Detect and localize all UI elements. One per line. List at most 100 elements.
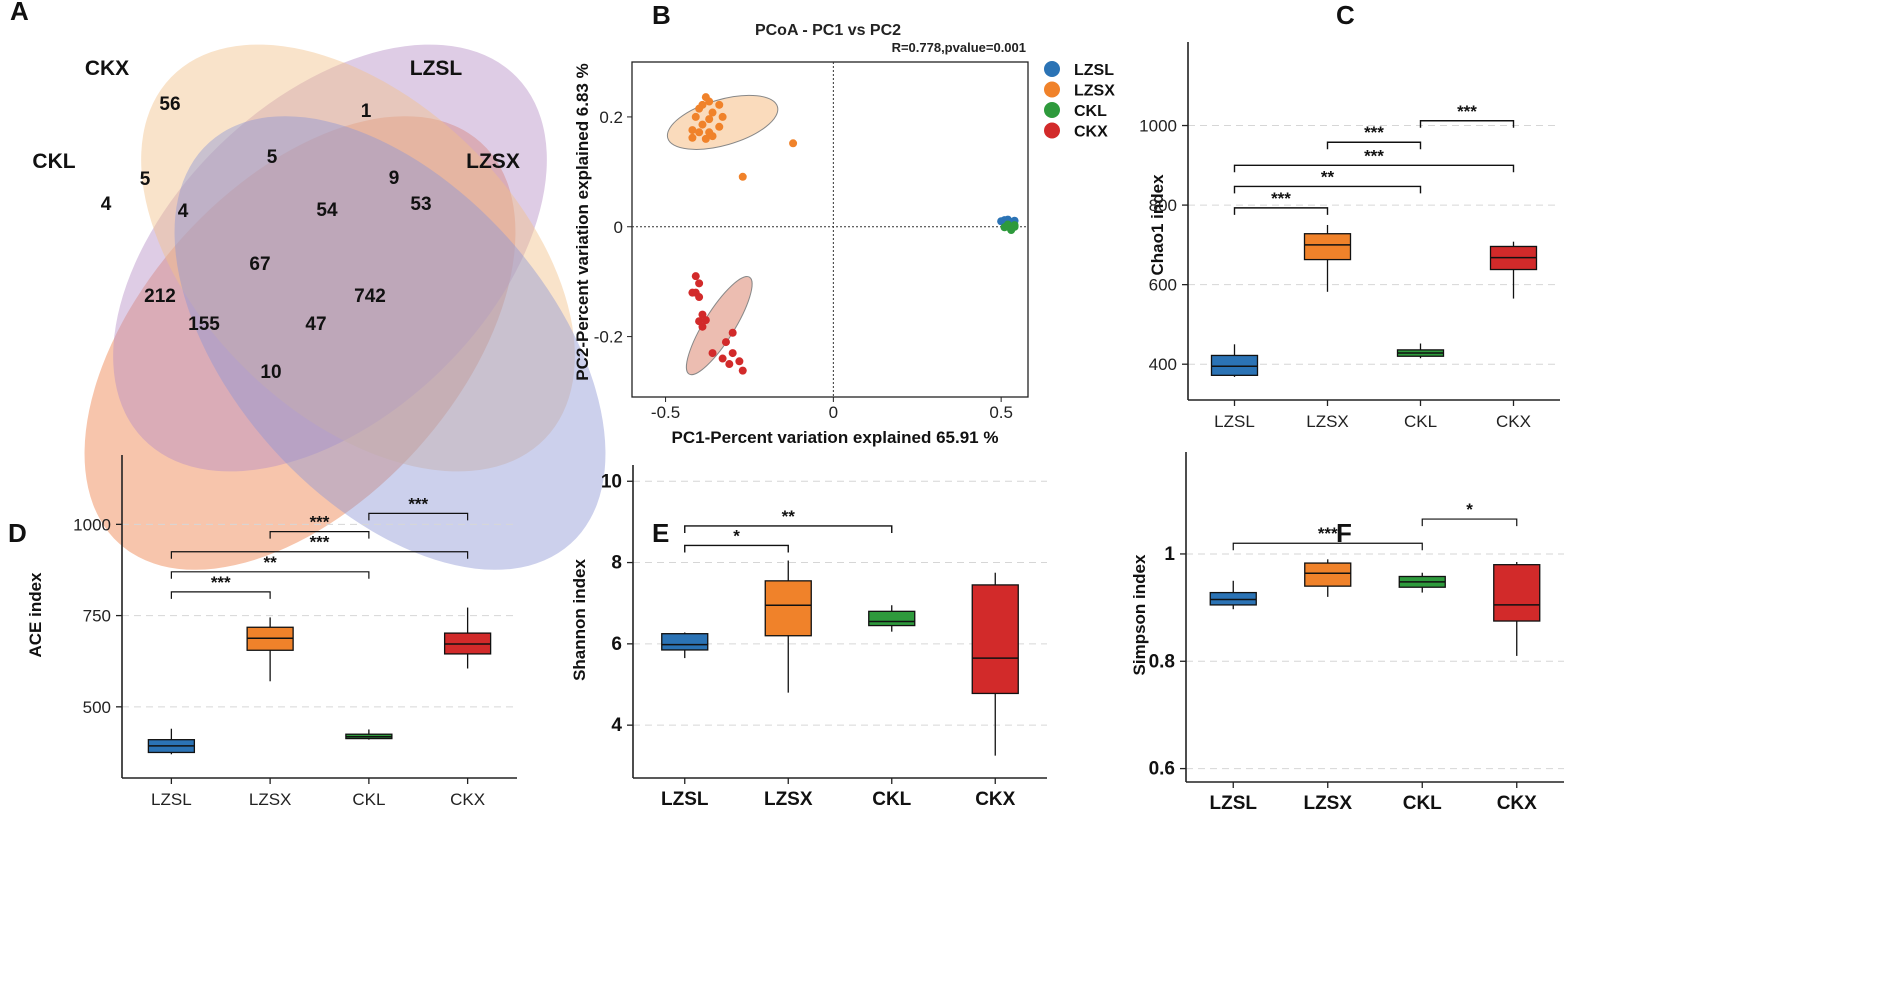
pcoa-y-tick-label: -0.2 xyxy=(594,328,623,347)
shannon-y-axis-label: Shannon index xyxy=(570,559,589,681)
pcoa-point-lzsx xyxy=(691,112,700,121)
shannon-significance-bracket xyxy=(684,544,789,553)
venn-count-ckl-ckx-lzsl: 4 xyxy=(178,201,189,222)
ace-x-tick-label-lzsl: LZSL xyxy=(151,790,192,809)
chao1-significance-label: *** xyxy=(1364,146,1384,165)
pcoa-point-ckl xyxy=(1000,223,1009,232)
pcoa-legend-swatch-ckl xyxy=(1044,102,1060,118)
pcoa-plot-area: -0.5 0 0.5 -0.2 0 0.2 xyxy=(594,61,1029,422)
chao1-significance-label: *** xyxy=(1364,123,1384,142)
venn-count-ckl-ckx-lzsx: 47 xyxy=(305,314,326,335)
chao1-x-tick-label-ckx: CKX xyxy=(1496,412,1531,431)
simpson-box-lzsx xyxy=(1304,562,1352,587)
pcoa-legend-label-ckx: CKX xyxy=(1074,124,1108,141)
pcoa-point-lzsx xyxy=(701,134,710,143)
chao1-y-tick-label: 1000 xyxy=(1139,117,1177,136)
pcoa-point-ckx xyxy=(735,357,744,366)
venn-count-ckl-only: 4 xyxy=(101,194,112,215)
ace-significance-label: *** xyxy=(408,494,428,513)
simpson-x-tick-label-ckx: CKX xyxy=(1497,793,1537,814)
simpson-x-tick-label-ckl: CKL xyxy=(1403,793,1442,814)
ace-y-axis-label: ACE index xyxy=(26,572,45,658)
shannon-significance-label: ** xyxy=(782,507,796,526)
pcoa-legend-swatch-lzsx xyxy=(1044,81,1060,98)
pcoa-point-lzsx xyxy=(715,100,724,109)
pcoa-point-ckx xyxy=(698,322,707,331)
ace-significance-bracket xyxy=(269,531,370,539)
chao1-significance-label: ** xyxy=(1321,167,1335,186)
venn-count-ckl-lzsx: 10 xyxy=(260,362,281,383)
pcoa-x-axis-label: PC1-Percent variation explained 65.91 % xyxy=(672,428,999,447)
pcoa-point-lzsx xyxy=(708,108,717,117)
venn-ellipse-lzsl xyxy=(141,44,575,472)
chao1-significance-label: *** xyxy=(1271,189,1291,208)
venn-count-ckl-lzsl-lzsx: 155 xyxy=(188,314,220,335)
chao1-y-axis-label: Chao1 index xyxy=(1148,174,1167,276)
pcoa-point-ckx xyxy=(695,279,704,288)
shannon-x-tick-label-lzsl: LZSL xyxy=(661,789,709,810)
chao1-significance-bracket xyxy=(1233,185,1422,194)
simpson-significance-label: * xyxy=(1466,500,1473,519)
venn-count-lzsl-lzsx: 9 xyxy=(389,168,400,189)
chao1-box-lzsx xyxy=(1303,233,1352,261)
pcoa-point-ckx xyxy=(728,349,737,358)
ace-significance-bracket xyxy=(368,512,469,521)
pcoa-point-ckx xyxy=(721,338,730,347)
pcoa-plot-frame xyxy=(631,61,1029,398)
simpson-y-tick-label: 1 xyxy=(1164,544,1175,565)
pcoa-point-ckx xyxy=(718,354,727,363)
ace-y-tick-label: 1000 xyxy=(73,515,111,534)
chao1-significance-bracket xyxy=(1326,141,1422,150)
simpson-significance-bracket xyxy=(1232,542,1423,551)
venn-ellipse-lzsx xyxy=(174,116,606,570)
simpson-box-ckx xyxy=(1493,564,1541,622)
simpson-x-tick-label-lzsl: LZSL xyxy=(1210,793,1258,814)
pcoa-x-tick-label: -0.5 xyxy=(651,403,680,422)
shannon-x-tick-label-ckl: CKL xyxy=(872,789,911,810)
simpson-x-tick-label-lzsx: LZSX xyxy=(1303,793,1352,814)
ace-significance-label: *** xyxy=(310,513,330,532)
simpson-y-axis-label: Simpson index xyxy=(1130,554,1149,675)
pcoa-point-ckx xyxy=(728,328,737,337)
chao1-x-tick-label-lzsl: LZSL xyxy=(1214,412,1255,431)
simpson-y-tick-label: 0.8 xyxy=(1149,651,1175,672)
pcoa-point-ckx xyxy=(738,366,747,375)
pcoa-title: PCoA - PC1 vs PC2 xyxy=(755,22,901,39)
ace-significance-label: *** xyxy=(310,533,330,552)
pcoa-point-lzsx xyxy=(738,172,747,181)
pcoa-point-lzsx xyxy=(718,112,727,121)
ace-significance-bracket xyxy=(170,571,370,579)
pcoa-legend-label-ckl: CKL xyxy=(1074,103,1107,120)
venn-label-ckl: CKL xyxy=(32,150,75,173)
pcoa-legend-label-lzsl: LZSL xyxy=(1074,62,1114,79)
venn-count-all-four: 67 xyxy=(249,254,270,275)
pcoa-point-ckx xyxy=(725,360,734,369)
pcoa-point-ckl xyxy=(1010,221,1019,230)
shannon-significance-label: * xyxy=(733,526,740,545)
shannon-x-tick-label-ckx: CKX xyxy=(975,789,1015,810)
pcoa-legend: LZSL LZSX CKL CKX xyxy=(1044,61,1115,141)
ace-significance-bracket xyxy=(170,591,271,599)
venn-count-ckx-lzsl: 5 xyxy=(267,147,278,168)
pcoa-stat-annotation: R=0.778,pvalue=0.001 xyxy=(892,40,1026,55)
pcoa-point-ckx xyxy=(688,288,697,297)
venn-count-lzsx-only: 53 xyxy=(410,194,431,215)
panel-letter-c: C xyxy=(1336,0,1355,30)
shannon-box-lzsx xyxy=(764,580,812,637)
pcoa-point-ckx xyxy=(708,349,717,358)
pcoa-point-lzsx xyxy=(789,139,798,148)
pcoa-y-tick-label: 0.2 xyxy=(599,108,623,127)
venn-count-ckx-lzsl-lzsx: 54 xyxy=(316,200,338,221)
venn-count-ckx-lzsx: 742 xyxy=(354,286,386,307)
pcoa-point-lzsx xyxy=(695,128,704,137)
shannon-box-ckl xyxy=(868,610,916,627)
chao1-y-tick-label: 800 xyxy=(1149,196,1177,215)
simpson-significance-bracket xyxy=(1421,518,1518,527)
pcoa-legend-label-lzsx: LZSX xyxy=(1074,83,1115,100)
